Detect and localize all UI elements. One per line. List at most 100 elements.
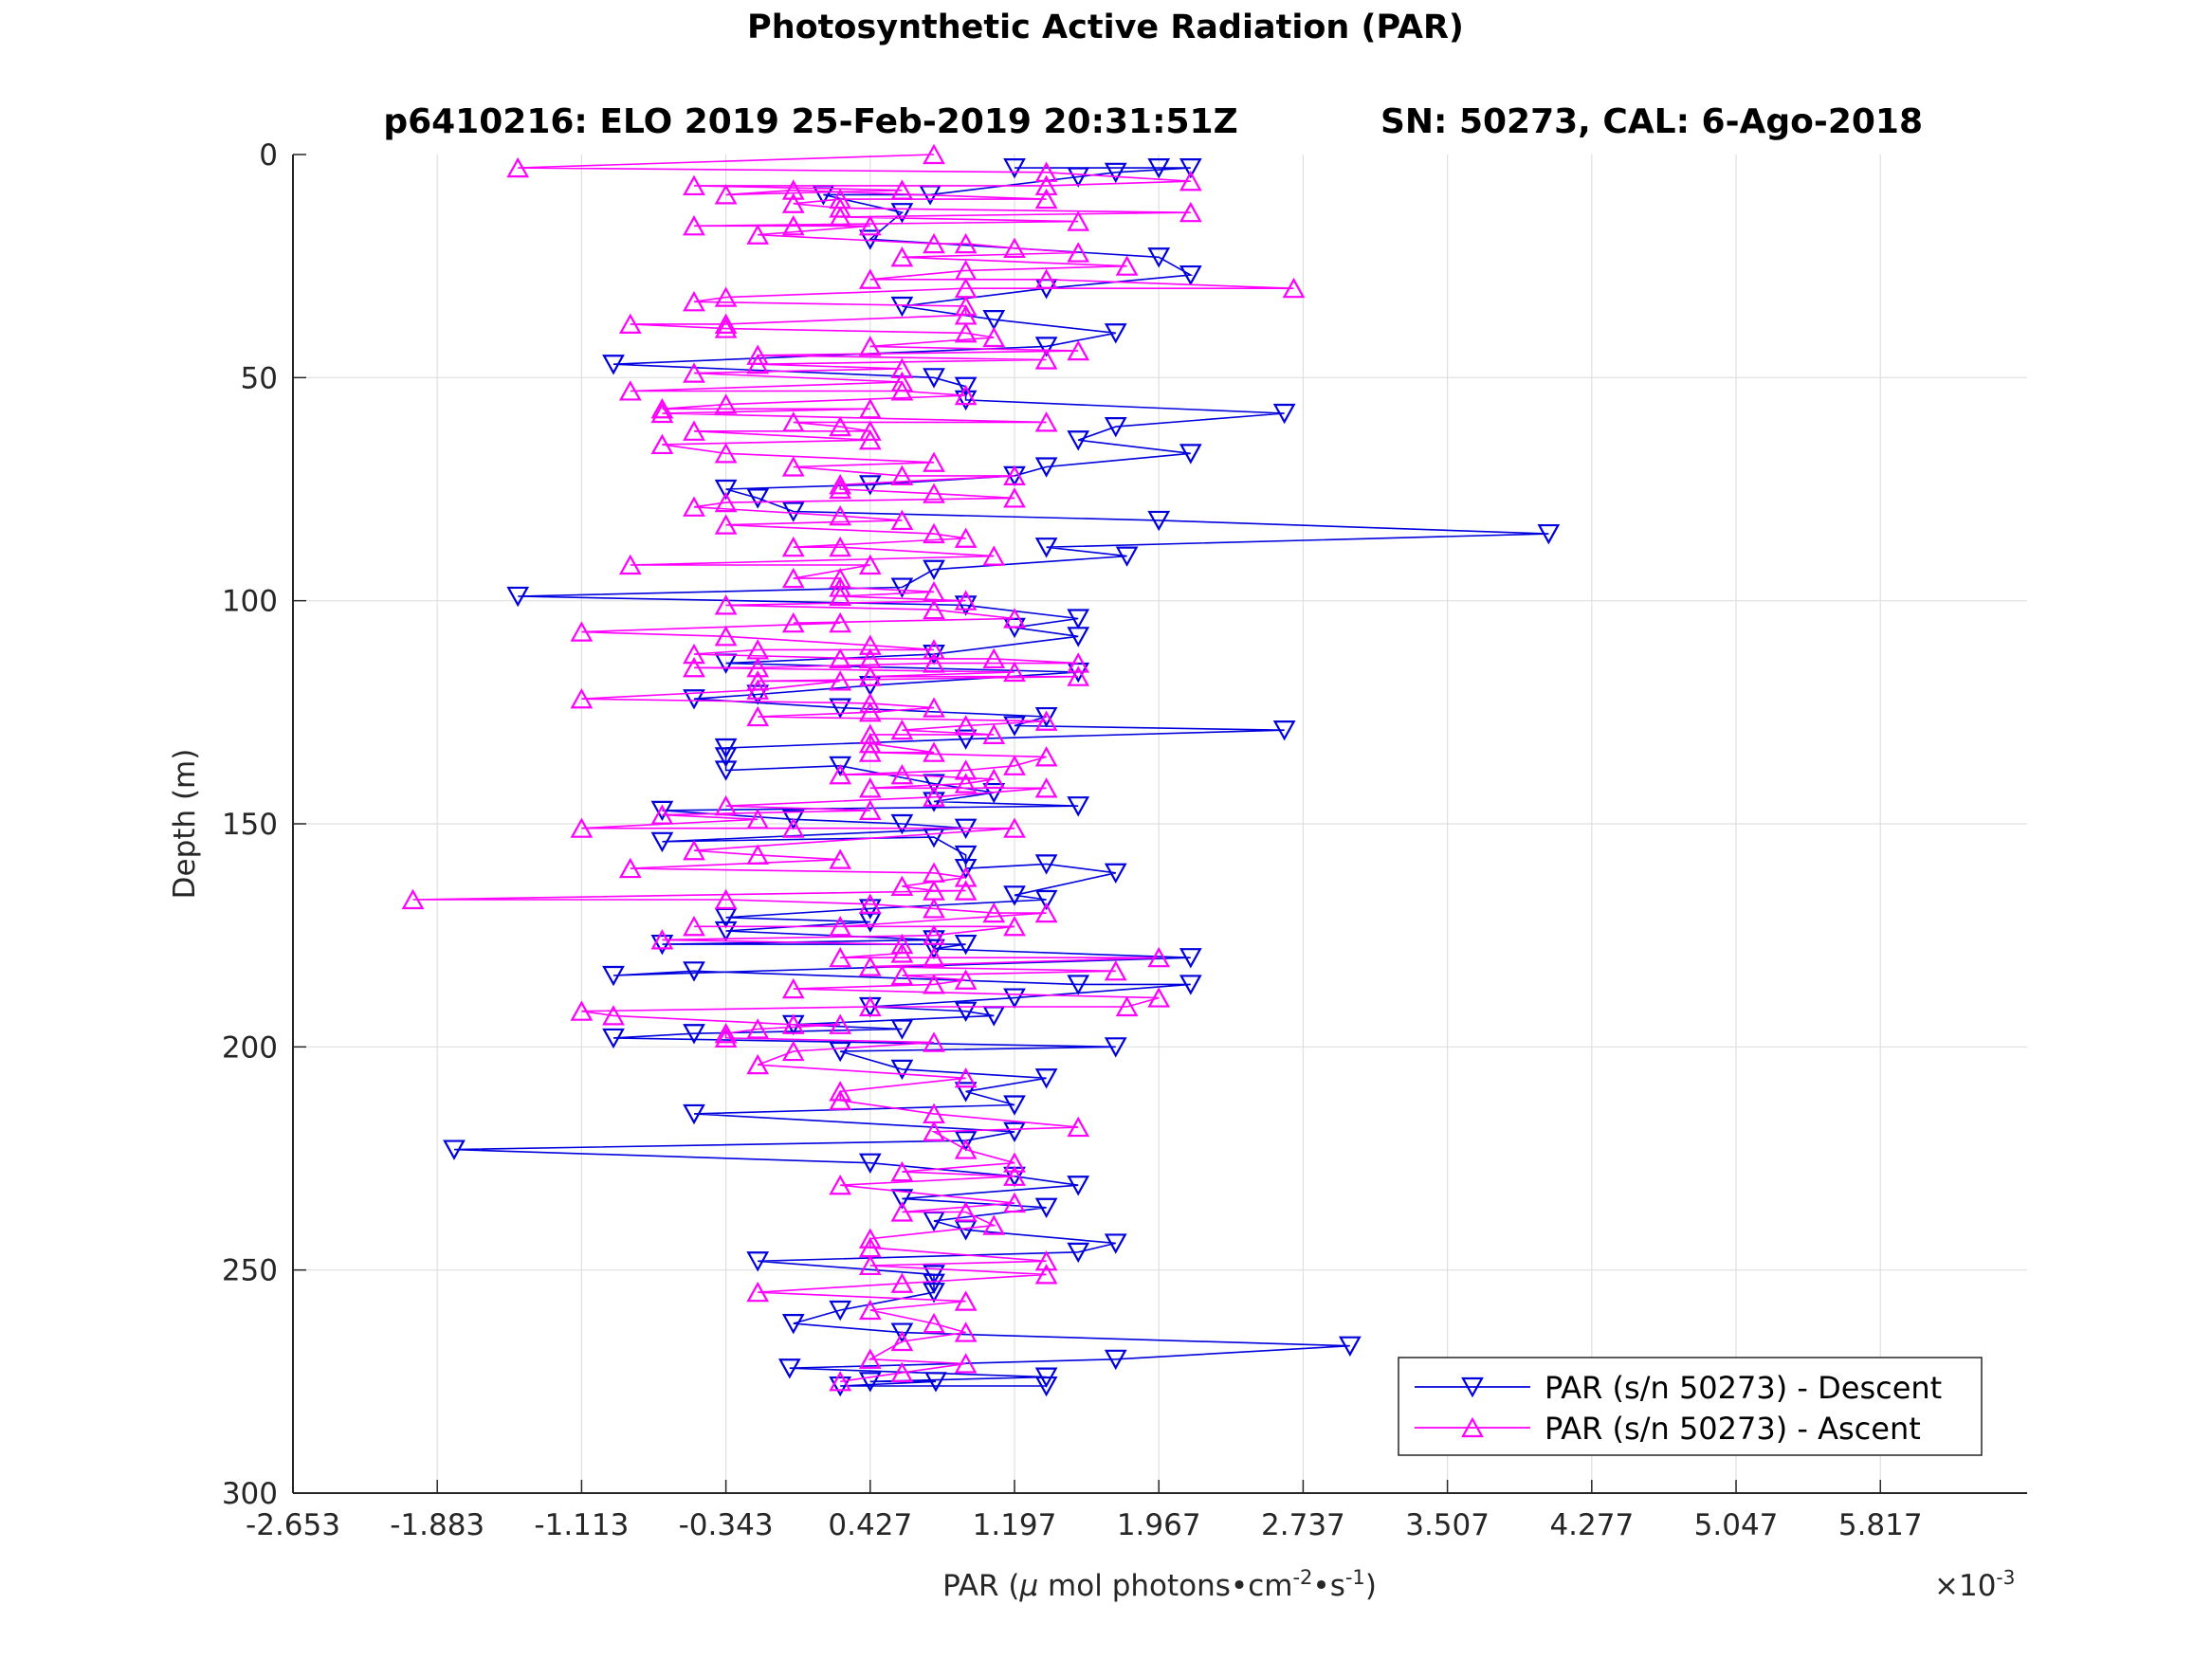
series-layer — [401, 143, 1561, 1397]
data-point — [1067, 1176, 1090, 1196]
data-point — [1003, 608, 1026, 629]
data-point — [858, 995, 882, 1017]
data-point — [923, 652, 945, 673]
data-point — [890, 933, 914, 955]
data-point — [1067, 627, 1090, 647]
data-point — [746, 1281, 770, 1303]
data-point — [1034, 268, 1058, 289]
data-point — [858, 428, 882, 450]
data-point — [858, 268, 882, 289]
data-point — [982, 768, 1006, 790]
data-point — [1034, 1264, 1058, 1285]
data-point — [954, 759, 978, 780]
data-point — [829, 1081, 852, 1102]
data-point — [714, 318, 738, 338]
data-point — [982, 310, 1006, 331]
data-point — [570, 687, 594, 709]
x-tick-label: 3.507 — [1405, 1508, 1490, 1542]
y-tick-label: 250 — [222, 1254, 278, 1288]
data-point — [781, 536, 805, 557]
data-point — [618, 380, 642, 401]
data-point — [923, 232, 945, 254]
data-point — [1147, 946, 1171, 968]
data-point — [858, 741, 882, 762]
data-point — [890, 1019, 914, 1040]
data-point — [890, 964, 914, 986]
data-point — [714, 184, 738, 205]
data-point — [829, 1041, 852, 1063]
data-point — [1272, 720, 1296, 741]
x-axis-multiplier: ×10-3 — [1934, 1566, 2015, 1603]
data-point — [650, 929, 674, 950]
data-point — [890, 763, 914, 785]
data-point — [1003, 158, 1026, 179]
data-point — [1067, 1116, 1090, 1138]
legend-label-ascent: PAR (s/n 50273) - Ascent — [1545, 1411, 1921, 1447]
data-point — [1034, 1376, 1058, 1397]
data-point — [829, 915, 852, 937]
data-point — [982, 545, 1006, 566]
data-point — [829, 1376, 852, 1397]
data-point — [1115, 995, 1139, 1017]
data-point — [650, 831, 674, 853]
data-point — [781, 179, 805, 200]
y-tick-label: 200 — [222, 1030, 278, 1065]
data-point — [1003, 817, 1026, 838]
data-point — [714, 286, 738, 307]
data-point — [443, 1139, 466, 1160]
data-point — [1067, 430, 1090, 451]
x-tick-label: 5.047 — [1694, 1508, 1779, 1542]
data-point — [890, 942, 914, 963]
data-point — [924, 1372, 947, 1393]
legend-label-descent: PAR (s/n 50273) - Descent — [1545, 1370, 1942, 1406]
data-point — [954, 376, 978, 398]
data-point — [858, 893, 882, 914]
data-point — [1034, 457, 1058, 478]
data-point — [1067, 210, 1090, 231]
x-axis-ticks: -2.653 -1.883 -1.113 -0.343 0.427 1.197 1.967 2… — [246, 1480, 1923, 1542]
data-point — [954, 1082, 978, 1103]
data-point — [1067, 609, 1090, 629]
legend-marker-descent — [1461, 1376, 1484, 1398]
data-point — [858, 1372, 882, 1393]
data-point — [982, 326, 1006, 348]
data-point — [1104, 863, 1127, 884]
data-point — [1179, 948, 1202, 969]
data-point — [777, 1358, 801, 1379]
data-point — [683, 689, 705, 710]
data-point — [829, 670, 852, 691]
data-point — [1034, 174, 1058, 196]
data-point — [858, 336, 882, 356]
x-tick-label: 1.197 — [973, 1508, 1057, 1542]
data-point — [923, 639, 945, 660]
data-point — [829, 647, 852, 668]
y-tick-label: 50 — [241, 361, 278, 395]
data-point — [1104, 1233, 1127, 1254]
data-point — [683, 174, 705, 196]
data-point — [923, 792, 945, 812]
data-point — [1147, 987, 1171, 1008]
legend-marker-ascent — [1461, 1416, 1484, 1438]
y-tick-label: 0 — [259, 138, 278, 173]
data-point — [858, 475, 882, 496]
x-tick-label: -1.883 — [390, 1508, 484, 1542]
data-point — [746, 657, 770, 678]
data-point — [714, 594, 738, 615]
data-point — [923, 946, 945, 968]
data-point — [954, 527, 978, 548]
data-point — [829, 504, 852, 526]
data-point — [781, 611, 805, 633]
data-point — [1067, 1242, 1090, 1264]
data-point — [858, 777, 882, 798]
data-point — [829, 415, 852, 437]
data-point — [781, 411, 805, 432]
data-point — [954, 1067, 978, 1088]
data-point — [781, 456, 805, 477]
data-point — [1104, 1037, 1127, 1058]
data-point — [1003, 915, 1026, 937]
data-point — [890, 509, 914, 531]
legend-box — [1398, 1357, 1983, 1456]
x-tick-label: 0.427 — [828, 1508, 912, 1542]
data-point — [890, 1160, 914, 1182]
data-point — [1003, 885, 1026, 906]
